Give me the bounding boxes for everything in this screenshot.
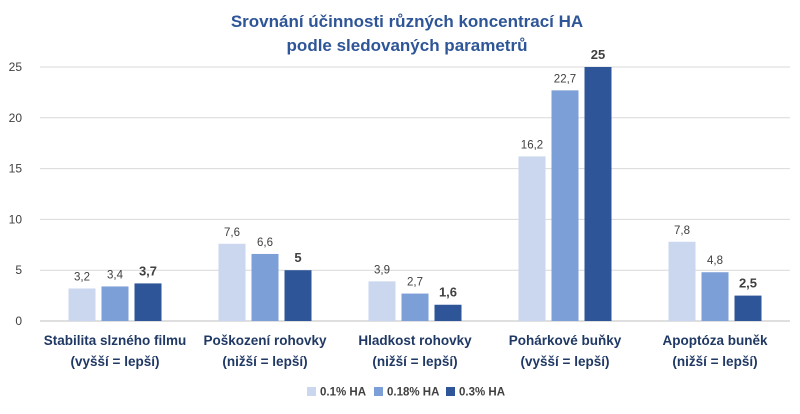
- data-label: 2,7: [407, 277, 423, 289]
- y-tick-label: 25: [9, 60, 23, 74]
- bar: [218, 243, 246, 321]
- data-label: 16,2: [521, 139, 543, 151]
- x-tick-label: (nižší = lepší): [222, 354, 307, 369]
- y-tick-label: 10: [9, 212, 23, 226]
- bar: [401, 293, 429, 321]
- bar: [368, 281, 396, 321]
- x-tick-label: Poškození rohovky: [203, 333, 327, 348]
- x-tick-label: (nižší = lepší): [672, 354, 757, 369]
- data-label: 22,7: [554, 73, 576, 85]
- bar: [68, 288, 96, 321]
- bar: [284, 270, 312, 321]
- bar: [134, 283, 162, 321]
- bar: [551, 90, 579, 321]
- x-tick-label: Pohárkové buňky: [509, 333, 622, 348]
- legend: 0.1% HA 0.18% HA 0.3% HA: [307, 387, 505, 399]
- chart-title-line-2: podle sledovaných parametrů: [287, 36, 528, 55]
- x-tick-label: Hladkost rohovky: [358, 333, 472, 348]
- data-label: 25: [591, 47, 605, 62]
- data-label: 7,6: [224, 227, 240, 239]
- y-axis-ticks: 0 5 10 15 20 25: [9, 60, 23, 328]
- bar: [584, 67, 612, 321]
- x-axis-labels: Stabilita slzného filmu (vyšší = lepší) Po…: [44, 333, 768, 369]
- y-tick-label: 0: [15, 314, 22, 328]
- data-label: 3,9: [374, 264, 390, 276]
- legend-label: 0.1% HA: [320, 387, 366, 399]
- data-label: 4,8: [707, 255, 723, 267]
- legend-label: 0.3% HA: [459, 387, 505, 399]
- legend-swatch: [374, 387, 383, 396]
- data-label: 2,5: [739, 276, 757, 291]
- bar: [668, 241, 696, 321]
- gridlines: [40, 66, 790, 322]
- data-label: 3,2: [74, 271, 90, 283]
- x-tick-label: Apoptóza buněk: [663, 333, 768, 348]
- legend-swatch: [307, 387, 316, 396]
- x-tick-label: (nižší = lepší): [372, 354, 457, 369]
- bar: [701, 272, 729, 321]
- y-tick-label: 20: [9, 111, 23, 125]
- y-tick-label: 5: [15, 263, 22, 277]
- data-label: 7,8: [674, 225, 690, 237]
- data-label: 1,6: [439, 285, 457, 300]
- chart-title-line-1: Srovnání účinnosti různých koncentrací H…: [231, 12, 583, 31]
- data-label: 3,4: [107, 269, 124, 281]
- x-tick-label: Stabilita slzného filmu: [44, 333, 187, 348]
- legend-label: 0.18% HA: [387, 387, 439, 399]
- y-tick-label: 15: [9, 162, 23, 176]
- legend-swatch: [446, 387, 455, 396]
- data-label: 5: [294, 250, 301, 265]
- bar: [434, 304, 462, 321]
- bar: [101, 286, 129, 321]
- data-labels: 3,2 3,4 3,7 7,6 6,6 5 3,9 2,7 1,6 16,2 22,7 25 7,8 4,…: [74, 47, 757, 300]
- x-tick-label: (vyšší = lepší): [71, 354, 160, 369]
- data-label: 6,6: [257, 237, 273, 249]
- data-label: 3,7: [139, 263, 157, 278]
- x-tick-label: (vyšší = lepší): [521, 354, 610, 369]
- bars: [68, 67, 762, 321]
- bar: [734, 295, 762, 321]
- bar: [251, 253, 279, 321]
- bar: [518, 156, 546, 321]
